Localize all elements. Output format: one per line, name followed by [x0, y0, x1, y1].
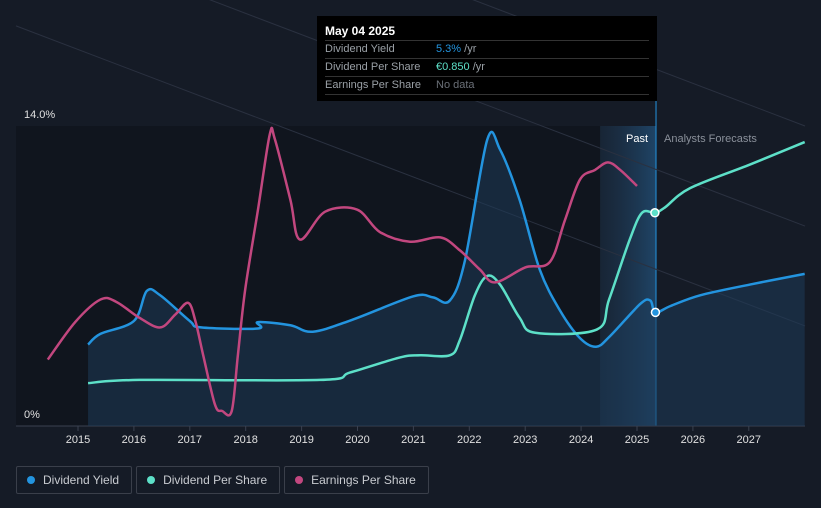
x-tick-label: 2015: [66, 434, 90, 446]
gridline: [472, 0, 806, 127]
x-tick-label: 2017: [178, 434, 202, 446]
x-tick-label: 2026: [681, 434, 705, 446]
gridline: [15, 25, 806, 327]
tooltip-value: €0.850: [436, 61, 470, 73]
legend-earnings-per-share[interactable]: Earnings Per Share: [284, 466, 429, 494]
x-tick-label: 2025: [625, 434, 649, 446]
y-tick-label: 14.0%: [24, 109, 55, 121]
tooltip-date: May 04 2025: [325, 24, 396, 38]
tooltip-unit: /yr: [464, 43, 477, 55]
legend-dot-icon: [27, 476, 35, 484]
legend-label: Earnings Per Share: [311, 473, 416, 487]
x-tick-label: 2019: [289, 434, 313, 446]
tooltip-row-dividend-per-share: Dividend Per Share €0.850 /yr: [325, 58, 649, 76]
legend: Dividend Yield Dividend Per Share Earnin…: [16, 466, 429, 494]
tooltip-label: Dividend Per Share: [325, 61, 421, 73]
dividend-yield-area: [88, 131, 805, 426]
tooltip-label: Earnings Per Share: [325, 79, 421, 91]
x-tick-label: 2024: [569, 434, 593, 446]
legend-dividend-per-share[interactable]: Dividend Per Share: [136, 466, 281, 494]
tooltip-value: 5.3%: [436, 43, 462, 55]
x-tick-label: 2018: [233, 434, 257, 446]
dividend-yield-line: [87, 130, 805, 348]
legend-label: Dividend Yield: [43, 473, 120, 487]
x-tick-label: 2027: [737, 434, 761, 446]
tooltip-label: Dividend Yield: [325, 43, 395, 55]
legend-label: Dividend Per Share: [163, 473, 268, 487]
dividend-yield-marker: [650, 307, 661, 318]
y-tick-label: 0%: [24, 409, 40, 421]
legend-dot-icon: [295, 476, 304, 484]
legend-dividend-yield[interactable]: Dividend Yield: [16, 466, 133, 494]
tooltip-row-earnings-per-share: Earnings Per Share No data: [325, 76, 649, 95]
tooltip-row-dividend-yield: Dividend Yield 5.3% /yr: [325, 40, 649, 58]
forecast-label: Analysts Forecasts: [664, 133, 757, 145]
x-tick-label: 2020: [345, 434, 369, 446]
past-label: Past: [626, 133, 648, 145]
x-tick-label: 2022: [457, 434, 481, 446]
tooltip: May 04 2025 Dividend Yield 5.3% /yr Divi…: [317, 16, 657, 101]
tooltip-value: No data: [436, 79, 475, 91]
legend-dot-icon: [147, 476, 156, 484]
x-tick-label: 2021: [401, 434, 425, 446]
x-tick-label: 2023: [513, 434, 537, 446]
tooltip-unit: /yr: [472, 61, 485, 73]
x-tick-label: 2016: [122, 434, 146, 446]
dividend-per-share-marker: [650, 208, 660, 218]
earnings-per-share-line: [46, 126, 638, 417]
